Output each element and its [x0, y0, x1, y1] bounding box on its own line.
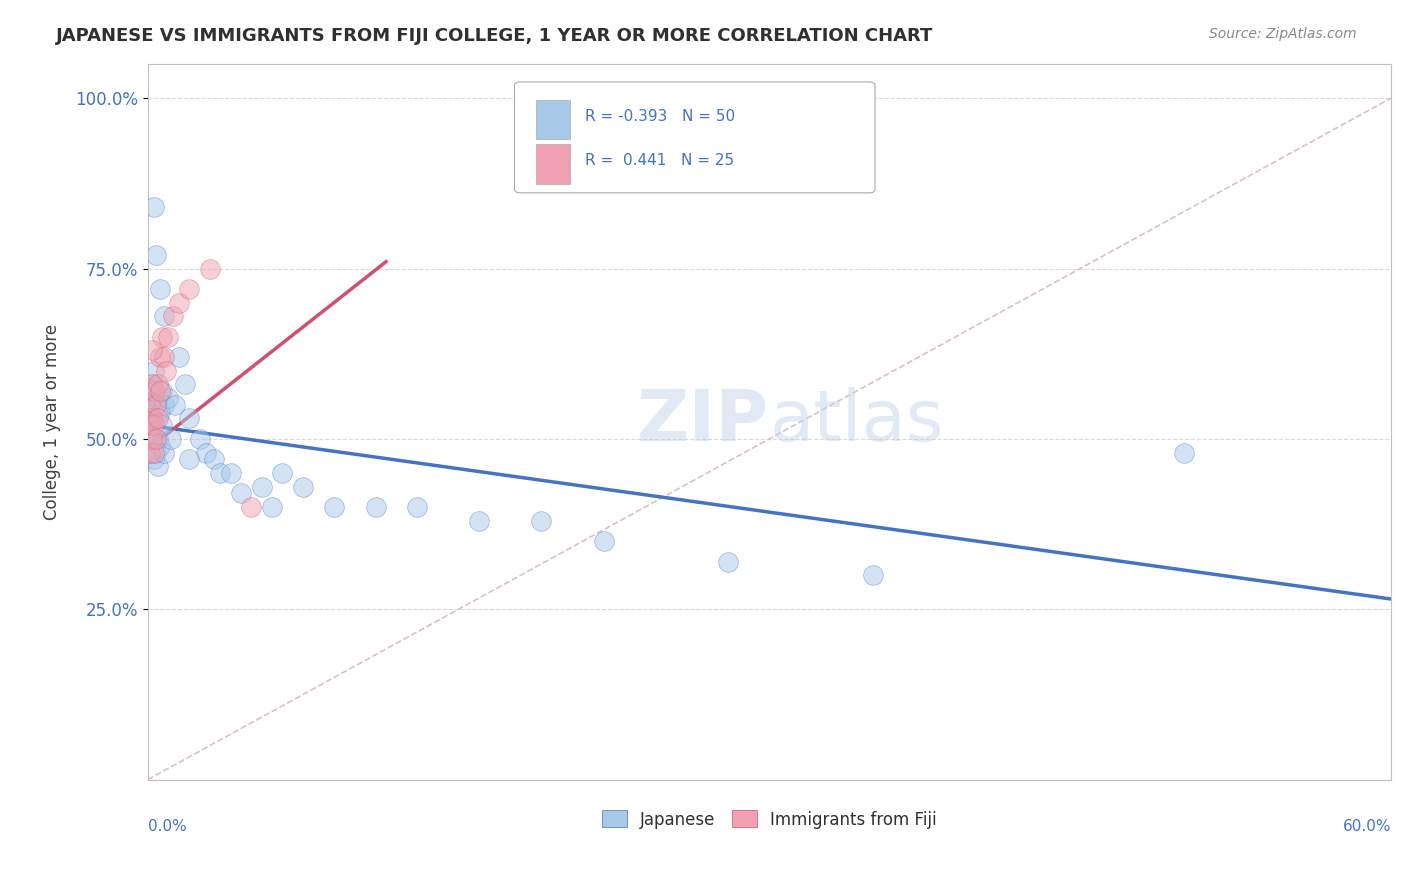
Point	[141, 432, 163, 446]
Point	[141, 377, 163, 392]
Point	[229, 486, 252, 500]
Point	[163, 398, 186, 412]
Text: atlas: atlas	[769, 387, 943, 457]
Point	[179, 411, 201, 425]
Point	[219, 466, 242, 480]
Point	[292, 479, 315, 493]
Point	[271, 466, 294, 480]
Point	[142, 445, 165, 459]
Point	[145, 398, 167, 412]
Point	[145, 445, 167, 459]
Point	[142, 452, 165, 467]
Point	[142, 398, 165, 412]
Point	[250, 479, 273, 493]
Point	[202, 452, 225, 467]
Point	[139, 418, 162, 433]
Point	[146, 391, 169, 405]
Point	[139, 398, 162, 412]
Point	[167, 295, 190, 310]
Point	[157, 391, 180, 405]
Text: ZIP: ZIP	[637, 387, 769, 457]
Point	[146, 459, 169, 474]
Point	[1173, 445, 1195, 459]
Point	[209, 466, 232, 480]
Y-axis label: College, 1 year or more: College, 1 year or more	[44, 324, 60, 520]
Point	[149, 282, 172, 296]
Point	[150, 329, 173, 343]
Point	[142, 364, 165, 378]
Point	[194, 445, 217, 459]
Point	[142, 384, 165, 399]
Point	[141, 343, 163, 358]
Point	[240, 500, 263, 514]
Point	[364, 500, 387, 514]
Point	[150, 384, 173, 399]
Point	[198, 261, 221, 276]
Point	[153, 309, 176, 323]
Point	[323, 500, 346, 514]
Point	[179, 452, 201, 467]
Point	[153, 398, 176, 412]
Point	[162, 309, 184, 323]
Text: Source: ZipAtlas.com: Source: ZipAtlas.com	[1209, 27, 1357, 41]
Text: JAPANESE VS IMMIGRANTS FROM FIJI COLLEGE, 1 YEAR OR MORE CORRELATION CHART: JAPANESE VS IMMIGRANTS FROM FIJI COLLEGE…	[56, 27, 934, 45]
Point	[145, 248, 167, 262]
Point	[153, 350, 176, 364]
Point	[149, 404, 172, 418]
Point	[153, 445, 176, 459]
FancyBboxPatch shape	[515, 82, 875, 193]
Point	[145, 411, 167, 425]
Text: R = -0.393   N = 50: R = -0.393 N = 50	[585, 109, 735, 124]
Point	[146, 411, 169, 425]
Point	[142, 432, 165, 446]
Point	[530, 514, 553, 528]
Point	[146, 377, 169, 392]
Point	[149, 439, 172, 453]
Point	[862, 568, 884, 582]
Point	[155, 364, 177, 378]
Text: 60.0%: 60.0%	[1343, 819, 1391, 834]
Point	[468, 514, 491, 528]
Point	[142, 418, 165, 433]
Point	[167, 350, 190, 364]
Point	[141, 432, 163, 446]
Text: R =  0.441   N = 25: R = 0.441 N = 25	[585, 153, 734, 169]
Point	[146, 432, 169, 446]
Point	[406, 500, 429, 514]
Point	[260, 500, 283, 514]
Point	[141, 411, 163, 425]
Point	[157, 329, 180, 343]
Point	[141, 411, 163, 425]
Point	[592, 534, 614, 549]
Point	[188, 432, 211, 446]
Point	[179, 282, 201, 296]
Point	[142, 200, 165, 214]
Point	[159, 432, 181, 446]
Point	[145, 432, 167, 446]
Point	[150, 418, 173, 433]
Point	[149, 384, 172, 399]
Bar	[536, 100, 571, 139]
Point	[141, 377, 163, 392]
Point	[149, 350, 172, 364]
Point	[717, 555, 740, 569]
Point	[174, 377, 197, 392]
Bar	[536, 145, 571, 184]
Point	[139, 445, 162, 459]
Point	[139, 398, 162, 412]
Point	[139, 418, 162, 433]
Legend: Japanese, Immigrants from Fiji: Japanese, Immigrants from Fiji	[602, 810, 936, 829]
Text: 0.0%: 0.0%	[148, 819, 187, 834]
